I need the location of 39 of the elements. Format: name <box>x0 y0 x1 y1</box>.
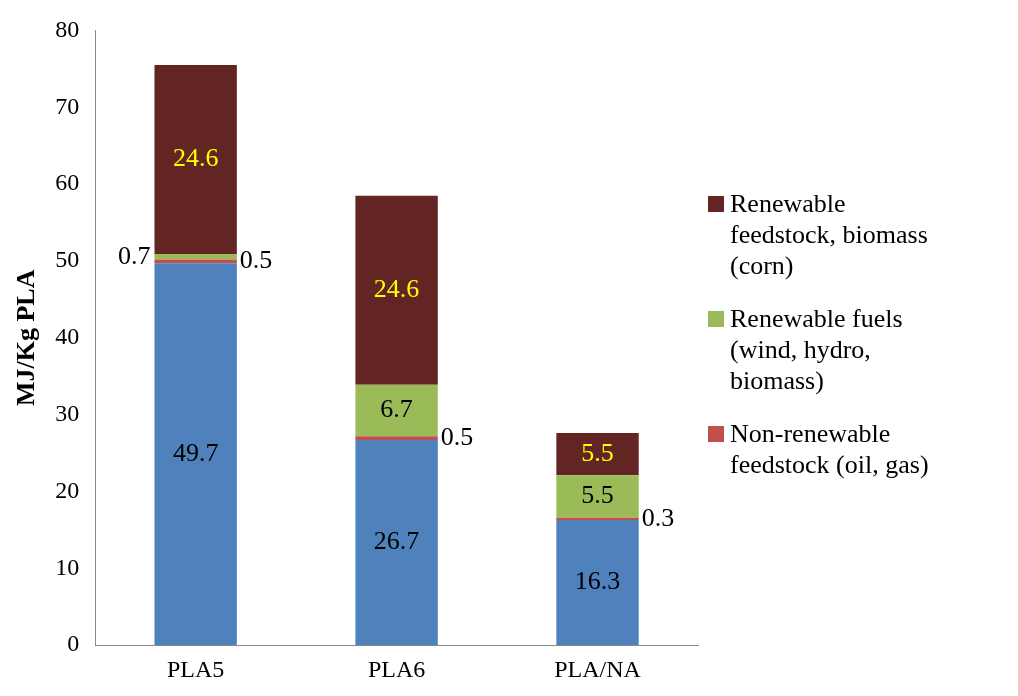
legend-label: Renewable fuels (wind, hydro, biomass) <box>730 303 904 396</box>
data-label: 24.6 <box>373 273 420 303</box>
y-axis-title: MJ/Kg PLA <box>11 269 41 407</box>
bar <box>556 519 639 646</box>
data-label: 0.3 <box>641 502 675 532</box>
data-label: 5.5 <box>581 438 614 468</box>
y-tick-label: 50 <box>55 246 80 273</box>
y-tick-label: 0 <box>67 630 80 657</box>
y-tick-label: 30 <box>55 399 80 426</box>
data-label: 0.5 <box>239 245 273 275</box>
y-tick-label: 80 <box>55 15 80 42</box>
bar <box>355 195 438 385</box>
bar <box>154 259 237 264</box>
y-tick-label: 60 <box>55 169 80 196</box>
data-label: 0.7 <box>117 240 151 270</box>
bar <box>154 263 237 646</box>
bar <box>355 384 438 437</box>
x-tick-label: PLA5 <box>166 655 225 682</box>
y-tick-label: 10 <box>55 553 80 580</box>
bar <box>355 440 438 646</box>
y-tick-label: 20 <box>55 476 80 503</box>
data-label: 0.5 <box>440 421 474 451</box>
data-label: 16.3 <box>574 566 621 596</box>
data-label: 26.7 <box>373 526 420 556</box>
data-label: 49.7 <box>172 438 219 468</box>
legend-label: Renewable feedstock, biomass (corn) <box>730 188 929 281</box>
y-tick-label: 70 <box>55 92 80 119</box>
y-tick-label: 40 <box>55 323 80 350</box>
bar <box>556 433 639 476</box>
bar <box>556 475 639 518</box>
x-tick-label: PLA6 <box>367 655 426 682</box>
x-tick-label: PLA/NA <box>554 655 642 682</box>
data-label: 5.5 <box>581 480 614 510</box>
data-label: 24.6 <box>172 143 219 173</box>
legend-label: Non-renewable feedstock (oil, gas) <box>730 418 930 480</box>
data-label: 6.7 <box>380 394 413 424</box>
bar <box>355 436 438 441</box>
bar <box>154 254 237 260</box>
bar <box>154 64 237 255</box>
